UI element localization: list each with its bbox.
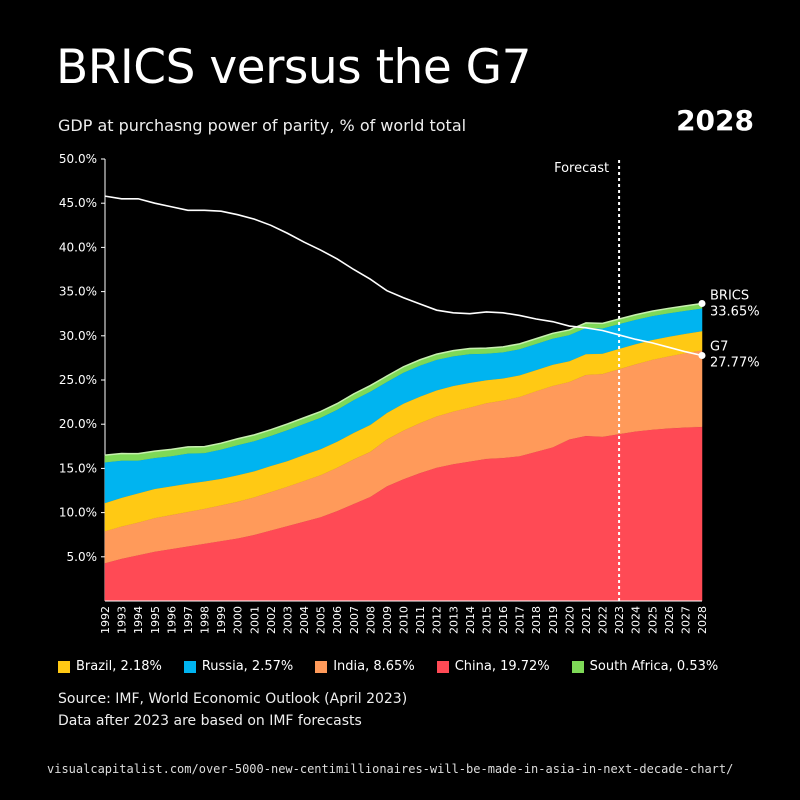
x-tick-label: 1992 (99, 606, 112, 634)
x-tick-label: 2002 (265, 606, 278, 634)
y-tick-label: 20.0% (59, 417, 97, 431)
x-tick-label: 1999 (215, 606, 228, 634)
y-tick-label: 10.0% (59, 506, 97, 520)
x-tick-label: 2028 (696, 606, 709, 634)
legend-item: Russia, 2.57% (183, 659, 294, 674)
x-tick-label: 2019 (547, 606, 560, 634)
x-tick-label: 2020 (563, 606, 576, 634)
y-tick-label: 30.0% (59, 329, 97, 343)
x-tick-label: 2023 (613, 606, 626, 634)
x-tick-label: 1996 (165, 606, 178, 634)
legend-item: China, 19.72% (436, 659, 550, 674)
chart-subtitle: GDP at purchasng power of parity, % of w… (58, 116, 467, 135)
x-tick-label: 2016 (497, 606, 510, 634)
x-tick-label: 2007 (348, 606, 361, 634)
g7-end-marker (698, 352, 706, 360)
source-url: visualcapitalist.com/over-5000-new-centi… (47, 762, 734, 776)
g7-value-label: 27.77% (710, 356, 760, 371)
legend: Brazil, 2.18% Russia, 2.57% India, 8.65% Ch… (58, 659, 718, 674)
x-tick-label: 2004 (298, 606, 311, 634)
x-tick-label: 2006 (331, 606, 344, 634)
x-tick-label: 2008 (364, 606, 377, 634)
x-tick-label: 2021 (580, 606, 593, 634)
legend-swatch (436, 660, 449, 673)
x-tick-label: 2027 (679, 606, 692, 634)
forecast-note: Data after 2023 are based on IMF forecas… (58, 713, 362, 729)
x-tick-label: 1998 (199, 606, 212, 634)
x-tick-label: 2017 (514, 606, 527, 634)
legend-item: Brazil, 2.18% (58, 659, 162, 674)
x-tick-label: 2026 (663, 606, 676, 634)
x-tick-label: 1995 (149, 606, 162, 634)
y-tick-label: 5.0% (67, 550, 98, 564)
area-chart: 5.0% 10.0% 15.0% 20.0% 25.0% 30.0% 35.0% 40.0% 4… (59, 152, 760, 634)
y-tick-label: 35.0% (59, 285, 97, 299)
forecast-label: Forecast (554, 161, 609, 176)
source-text: Source: IMF, World Economic Outlook (Apr… (58, 691, 408, 707)
legend-label: Brazil, 2.18% (76, 659, 162, 674)
legend-swatch (183, 660, 196, 673)
x-tick-label: 1997 (182, 606, 195, 634)
legend-label: South Africa, 0.53% (589, 659, 719, 674)
legend-swatch (58, 660, 70, 673)
year-label: 2028 (676, 104, 754, 137)
area-edge (104, 302, 703, 456)
x-tick-label: 2024 (630, 606, 643, 634)
x-tick-label: 2005 (315, 606, 328, 634)
y-tick-label: 50.0% (59, 152, 97, 166)
x-tick-label: 2009 (381, 606, 394, 634)
y-tick-label: 45.0% (59, 196, 97, 210)
x-tick-label: 2014 (464, 606, 477, 634)
y-tick-label: 15.0% (59, 461, 97, 475)
brics-end-marker (698, 300, 706, 308)
legend-label: China, 19.72% (454, 659, 550, 674)
x-tick-label: 2003 (281, 606, 294, 634)
x-tick-label: 2011 (414, 606, 427, 634)
x-tick-label: 2025 (646, 606, 659, 634)
brics-name-label: BRICS (710, 289, 749, 304)
x-tick-label: 2018 (530, 606, 543, 634)
chart-title: BRICS versus the G7 (56, 40, 532, 95)
y-tick-label: 25.0% (59, 373, 97, 387)
x-tick-label: 1993 (116, 606, 129, 634)
legend-label: Russia, 2.57% (201, 659, 294, 674)
x-tick-label: 2010 (398, 606, 411, 634)
x-tick-label: 2012 (431, 606, 444, 634)
x-tick-label: 2015 (480, 606, 493, 634)
x-tick-label: 2001 (248, 606, 261, 634)
g7-name-label: G7 (710, 340, 728, 355)
x-tick-label: 1994 (132, 606, 145, 634)
legend-swatch (571, 660, 584, 673)
legend-label: India, 8.65% (333, 659, 415, 674)
legend-swatch (315, 660, 328, 673)
legend-item: India, 8.65% (315, 659, 415, 674)
y-tick-label: 40.0% (59, 240, 97, 254)
x-tick-label: 2013 (447, 606, 460, 634)
x-tick-label: 2022 (597, 606, 610, 634)
g7-line (104, 195, 703, 357)
brics-value-label: 33.65% (710, 305, 760, 320)
source-note: Source: IMF, World Economic Outlook (Apr… (58, 688, 407, 732)
x-tick-label: 2000 (232, 606, 245, 634)
legend-item: South Africa, 0.53% (571, 659, 719, 674)
